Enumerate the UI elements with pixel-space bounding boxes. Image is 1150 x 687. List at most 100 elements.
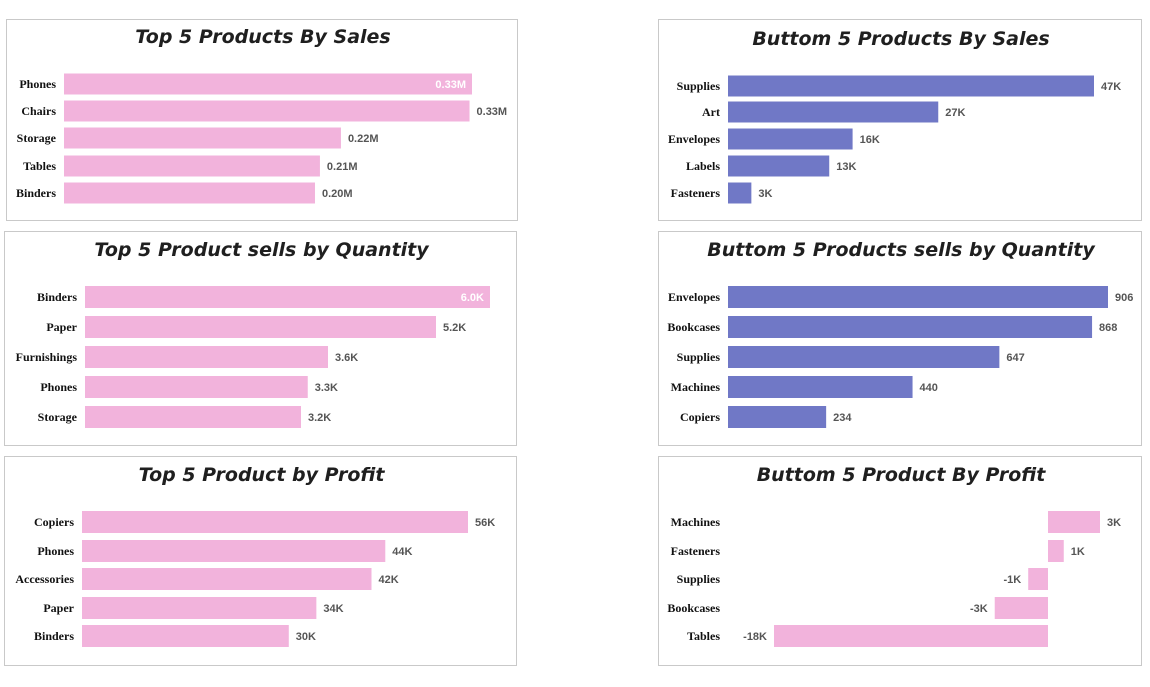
bar-accessories — [82, 568, 372, 590]
bar-labels — [728, 155, 830, 177]
bar-binders — [82, 625, 289, 647]
chart-svg: Top 5 Product by Profit Copiers 56K Phones 4… — [15, 464, 495, 647]
category-label: Paper — [46, 320, 77, 334]
category-label: Tables — [687, 629, 720, 643]
category-label: Paper — [43, 601, 74, 615]
category-label: Bookcases — [667, 320, 720, 334]
data-label: 3K — [1107, 517, 1121, 529]
data-label: 13K — [836, 161, 856, 173]
category-label: Storage — [38, 410, 78, 424]
top5-sales-chart: Top 5 Products By Sales Phones 0.33M Chairs… — [6, 19, 518, 221]
bar-bookcases — [994, 597, 1048, 619]
bar-paper — [85, 316, 436, 338]
chart-title: Buttom 5 Product By Profit — [757, 464, 1047, 486]
bar-storage — [85, 406, 301, 428]
bar-bookcases — [728, 316, 1093, 338]
category-label: Storage — [17, 131, 57, 145]
category-label: Chairs — [21, 104, 56, 118]
data-label: 0.33M — [477, 106, 508, 118]
data-label: -1K — [1003, 574, 1021, 586]
data-label: 56K — [475, 517, 495, 529]
data-label: 42K — [379, 574, 399, 586]
data-label: 647 — [1006, 352, 1024, 364]
category-label: Accessories — [15, 572, 74, 586]
category-label: Binders — [16, 186, 56, 200]
category-label: Fasteners — [671, 544, 721, 558]
category-label: Art — [702, 105, 720, 119]
chart-title: Top 5 Product by Profit — [139, 464, 386, 486]
bar-phones — [85, 376, 308, 398]
category-label: Copiers — [680, 410, 720, 424]
data-label: 6.0K — [461, 292, 484, 304]
bottom5-profit-chart: Buttom 5 Product By Profit Machines 3K Fast… — [658, 456, 1142, 666]
data-label: 0.33M — [435, 79, 466, 91]
bar-phones — [82, 540, 386, 562]
chart-svg: Buttom 5 Products By Sales Supplies 47K Art… — [668, 28, 1121, 204]
bar-fasteners — [1048, 540, 1064, 562]
bar-chairs — [64, 100, 470, 122]
bar-tables — [774, 625, 1048, 647]
data-label: 3.2K — [308, 412, 331, 424]
chart-title: Buttom 5 Products sells by Quantity — [707, 239, 1096, 261]
data-label: -3K — [970, 603, 988, 615]
chart-svg: Top 5 Product sells by Quantity Binders 6.… — [16, 239, 490, 428]
data-label: 27K — [945, 107, 965, 119]
bar-art — [728, 101, 939, 123]
chart-svg: Buttom 5 Product By Profit Machines 3K Fast… — [667, 464, 1121, 647]
bottom5-sales-chart: Buttom 5 Products By Sales Supplies 47K Art… — [658, 19, 1142, 221]
bar-envelopes — [728, 286, 1108, 308]
category-label: Phones — [40, 380, 77, 394]
bar-binders — [85, 286, 490, 308]
bar-copiers — [82, 511, 468, 533]
category-label: Binders — [34, 629, 74, 643]
bar-copiers — [728, 406, 827, 428]
category-label: Labels — [686, 159, 720, 173]
bar-machines — [1048, 511, 1100, 533]
bar-supplies — [728, 346, 1000, 368]
category-label: Fasteners — [671, 186, 721, 200]
bar-paper — [82, 597, 317, 619]
data-label: 47K — [1101, 81, 1121, 93]
bar-envelopes — [728, 128, 853, 150]
data-label: 234 — [833, 412, 852, 424]
bar-furnishings — [85, 346, 328, 368]
data-label: 16K — [860, 134, 880, 146]
category-label: Envelopes — [668, 132, 720, 146]
bar-phones — [64, 73, 472, 95]
data-label: 440 — [920, 382, 938, 394]
data-label: 3K — [758, 188, 772, 200]
data-label: 5.2K — [443, 322, 466, 334]
category-label: Machines — [671, 515, 721, 529]
bar-binders — [64, 182, 315, 204]
chart-title: Buttom 5 Products By Sales — [752, 28, 1049, 50]
bottom5-quantity-chart: Buttom 5 Products sells by Quantity Envel… — [658, 231, 1142, 446]
data-label: 868 — [1099, 322, 1117, 334]
category-label: Copiers — [34, 515, 74, 529]
chart-svg: Top 5 Products By Sales Phones 0.33M Chairs… — [16, 26, 508, 204]
bar-supplies — [1028, 568, 1048, 590]
bar-fasteners — [728, 182, 752, 204]
bar-supplies — [728, 75, 1094, 97]
bar-storage — [64, 127, 341, 149]
chart-title: Top 5 Products By Sales — [135, 26, 390, 48]
data-label: 3.3K — [315, 382, 338, 394]
category-label: Binders — [37, 290, 77, 304]
category-label: Supplies — [677, 79, 721, 93]
top5-profit-chart: Top 5 Product by Profit Copiers 56K Phones 4… — [4, 456, 517, 666]
bar-machines — [728, 376, 913, 398]
data-label: 1K — [1071, 546, 1085, 558]
data-label: 3.6K — [335, 352, 358, 364]
top5-quantity-chart: Top 5 Product sells by Quantity Binders 6.… — [4, 231, 517, 446]
data-label: 0.20M — [322, 188, 353, 200]
chart-svg: Buttom 5 Products sells by Quantity Envel… — [667, 239, 1133, 428]
data-label: 30K — [296, 631, 316, 643]
data-label: -18K — [743, 631, 767, 643]
category-label: Furnishings — [16, 350, 78, 364]
category-label: Supplies — [677, 350, 721, 364]
chart-title: Top 5 Product sells by Quantity — [94, 239, 430, 261]
bar-tables — [64, 155, 320, 177]
data-label: 0.22M — [348, 133, 379, 145]
data-label: 906 — [1115, 292, 1133, 304]
category-label: Phones — [19, 77, 56, 91]
category-label: Supplies — [677, 572, 721, 586]
